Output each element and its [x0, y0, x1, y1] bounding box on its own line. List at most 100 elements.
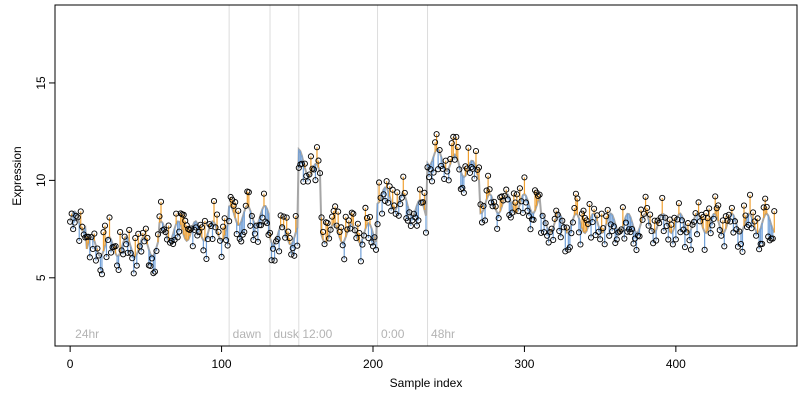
- data-point: [472, 148, 480, 155]
- data-point: [289, 245, 296, 252]
- data-point: [645, 222, 652, 229]
- data-point: [448, 140, 455, 147]
- data-point: [562, 248, 569, 255]
- data-point: [503, 186, 510, 193]
- data-point: [221, 215, 228, 222]
- data-point: [516, 185, 523, 192]
- data-point: [427, 166, 434, 173]
- data-point: [71, 219, 78, 226]
- data-point: [747, 191, 754, 198]
- data-point: [454, 144, 461, 151]
- data-point: [204, 236, 211, 243]
- time-annotation: dusk: [274, 327, 300, 341]
- data-point: [185, 225, 192, 233]
- data-point: [294, 242, 301, 249]
- data-point: [715, 202, 722, 209]
- data-point: [489, 203, 496, 210]
- time-annotations: 24hr dawn dusk 12:00 0:00 48hr: [75, 327, 455, 341]
- data-point: [262, 218, 269, 225]
- data-point: [739, 248, 746, 255]
- data-point: [388, 207, 395, 214]
- data-point: [494, 225, 501, 232]
- data-point: [628, 226, 635, 233]
- data-point: [644, 204, 651, 212]
- data-point: [151, 268, 158, 275]
- data-point: [718, 232, 725, 239]
- data-point: [77, 208, 84, 215]
- data-point: [129, 255, 136, 262]
- data-point: [70, 226, 77, 233]
- data-point: [657, 214, 664, 221]
- data-point: [588, 234, 595, 241]
- data-point: [260, 190, 268, 197]
- separator-lines: [228, 5, 429, 346]
- data-point: [636, 233, 643, 240]
- data-point: [450, 133, 457, 140]
- data-point: [637, 206, 645, 213]
- data-point: [280, 213, 287, 220]
- x-tick-label: 200: [363, 357, 383, 371]
- data-point: [292, 212, 299, 220]
- data-point: [354, 220, 361, 227]
- data-point: [353, 235, 360, 242]
- data-point: [316, 170, 324, 177]
- data-point: [660, 228, 667, 235]
- data-point: [89, 245, 96, 253]
- data-point: [492, 203, 499, 210]
- data-point: [291, 252, 298, 259]
- data-point: [633, 246, 640, 254]
- data-point: [220, 223, 227, 230]
- data-point: [123, 241, 130, 248]
- data-point: [385, 199, 392, 206]
- data-point: [74, 214, 81, 221]
- data-point: [556, 228, 563, 235]
- data-point: [469, 165, 476, 172]
- data-point: [339, 242, 346, 249]
- data-point: [210, 198, 218, 205]
- time-annotation: 0:00: [381, 327, 405, 341]
- data-point: [563, 224, 570, 231]
- data-point: [668, 221, 675, 228]
- data-point: [468, 164, 475, 171]
- data-point: [319, 228, 327, 236]
- data-point: [583, 217, 590, 224]
- x-axis-label: Sample index: [390, 376, 463, 390]
- data-point: [547, 228, 554, 236]
- data-point: [223, 237, 230, 244]
- data-point: [610, 223, 617, 230]
- data-point: [569, 219, 576, 226]
- data-point: [769, 235, 776, 242]
- data-point: [306, 171, 313, 178]
- data-point: [712, 193, 719, 200]
- x-tick-label: 0: [67, 357, 74, 371]
- data-point: [509, 209, 516, 216]
- data-point: [394, 189, 401, 196]
- data-point: [338, 224, 345, 231]
- data-point: [651, 217, 658, 224]
- data-point: [432, 139, 439, 146]
- data-point: [566, 244, 573, 251]
- data-point: [692, 210, 699, 217]
- data-point: [350, 210, 357, 217]
- x-tick-label: 400: [666, 357, 686, 371]
- data-point: [263, 220, 271, 227]
- data-point: [200, 247, 207, 254]
- data-point: [288, 251, 295, 258]
- data-point: [592, 232, 599, 239]
- data-point: [374, 221, 381, 228]
- data-point: [300, 178, 307, 185]
- data-point: [85, 233, 92, 240]
- data-point: [710, 215, 717, 222]
- data-point: [541, 229, 548, 236]
- data-point: [678, 217, 685, 224]
- data-point: [360, 232, 367, 239]
- data-point: [271, 257, 278, 264]
- data-point: [444, 168, 451, 175]
- y-axis: 5 10 15: [34, 76, 56, 281]
- data-point: [104, 236, 112, 244]
- data-point: [165, 222, 172, 229]
- data-point: [126, 226, 133, 233]
- data-point: [544, 232, 551, 239]
- data-point: [456, 166, 463, 173]
- data-point: [121, 233, 128, 240]
